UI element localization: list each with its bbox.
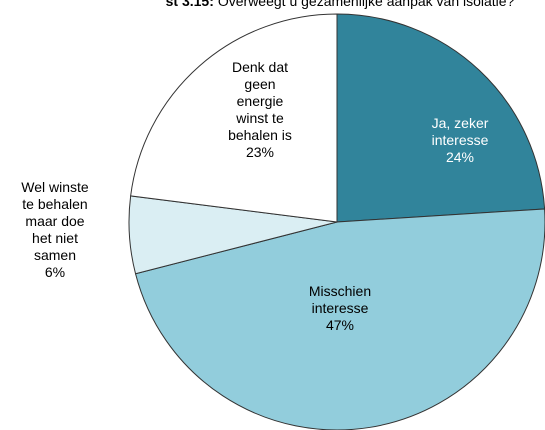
slice-label-line: Misschien [309, 283, 371, 299]
slice-label-line: energie [237, 93, 284, 109]
slice-label-line: behalen is [228, 127, 292, 143]
pie-slice [134, 208, 545, 430]
slice-value-label: 47% [326, 317, 354, 333]
slice-label-line: winst te [235, 110, 284, 126]
slice-label-line: het niet [32, 230, 78, 246]
slice-label-line: te behalen [22, 196, 87, 212]
pie-slice [130, 13, 338, 223]
slice-label-line: maar doe [25, 213, 84, 229]
slice-label: Wel winste te behalen maar doe het niet same… [21, 179, 89, 280]
title-prefix: st 3.15: [166, 0, 214, 9]
slice-value-label: 6% [45, 264, 65, 280]
slice-label-line: geen [244, 76, 275, 92]
slice-label-line: Denk dat [232, 59, 288, 75]
slice-value-label: 23% [246, 144, 274, 160]
title-text: Overweegt u gezamenlijke aanpak van isol… [218, 0, 515, 9]
slice-label-line: interesse [312, 300, 369, 316]
slice-label-line: Wel winste [21, 179, 89, 195]
slice-label-line: interesse [432, 132, 489, 148]
slice-label-line: samen [34, 247, 76, 263]
slice-label: Ja, zeker interesse 24% [432, 115, 489, 165]
chart-title: st 3.15: Overweegt u gezamenlijke aanpak … [166, 0, 515, 9]
slice-label: Misschien interesse 47% [309, 283, 371, 333]
slice-label: Denk dat geen energie winst te behalen is 23% [228, 59, 292, 160]
pie-slice [336, 13, 545, 223]
slice-label-line: Ja, zeker [432, 115, 489, 131]
slice-value-label: 24% [446, 149, 474, 165]
